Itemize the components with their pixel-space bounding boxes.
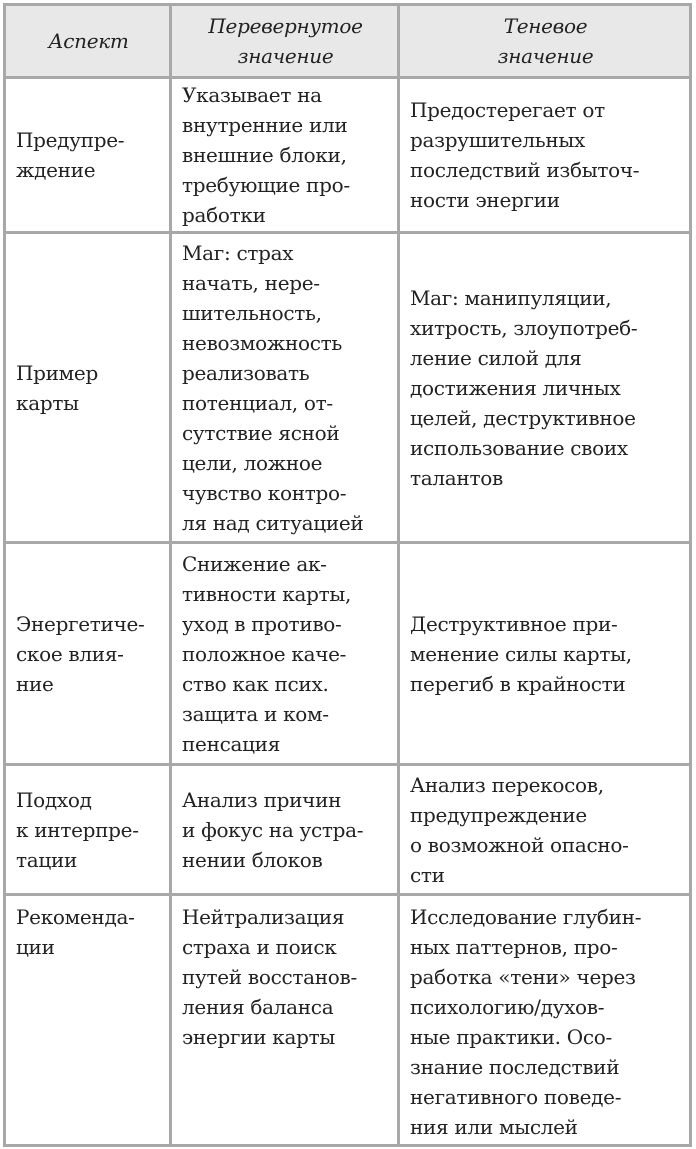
cell-text-line: талантов (410, 465, 503, 490)
cell-text-line: Анализ причин (182, 787, 342, 812)
cell-text-line: работка «тени» через (410, 965, 636, 989)
cell-text-line: последствий избыточ- (410, 158, 640, 182)
cell-text-line: значение (497, 44, 594, 68)
cell-text-line: тации (16, 847, 78, 872)
cell-text-line: ния или мыслей (410, 1115, 578, 1139)
cell-text-line: Пример (16, 360, 98, 385)
cell-reversed-meaning: Снижение ак-тивности карты, уход в против… (169, 541, 400, 766)
table-row: Предупре-ждение Указывает на внутренние ил… (3, 76, 692, 234)
cell-text-line: Маг: манипуляции, (410, 285, 612, 310)
cell-text-line: менение силы карты, (410, 641, 632, 666)
cell-text-line: Деструктивное при- (410, 611, 618, 636)
cell-text-line: Нейтрализация (182, 905, 345, 929)
cell-text-line: положное каче- (182, 641, 347, 666)
cell-text-line: использование своих (410, 435, 628, 460)
cell-text-line: работки (182, 203, 266, 227)
cell-text-line: и фокус на устра- (182, 817, 364, 842)
cell-text-line: достижения личных (410, 375, 621, 400)
cell-text-line: реализовать (182, 360, 310, 385)
cell-aspect: Энергетиче-ское влия-ние (3, 541, 172, 766)
cell-text-line: Предупре- (16, 128, 125, 152)
table-row: Пример карты Маг: страх начать, нере-шитель… (3, 231, 692, 544)
cell-shadow-meaning: Деструктивное при-менение силы карты, пер… (397, 541, 692, 766)
cell-text-line: ции (16, 935, 55, 959)
cell-text-line: ждение (16, 158, 96, 182)
cell-text-line: пенсация (182, 731, 281, 756)
cell-reversed-meaning: Анализ причин и фокус на устра-нении блок… (169, 763, 400, 896)
cell-text-line: Маг: страх (182, 240, 294, 265)
cell-text-line: начать, нере- (182, 270, 320, 295)
header-shadow-meaning: Теневое значение (397, 3, 692, 79)
cell-text-line: Снижение ак- (182, 551, 327, 576)
cell-text-line: ля над ситуацией (182, 510, 364, 535)
cell-text-line: шительность, (182, 300, 322, 325)
cell-aspect: Предупре-ждение (3, 76, 172, 234)
cell-text-line: Анализ перекосов, (410, 772, 604, 797)
cell-text-line: внутренние или (182, 113, 348, 137)
cell-text-line: Указывает на (182, 83, 322, 107)
cell-text-line: требующие про- (182, 173, 350, 197)
cell-text-line: Исследование глубин- (410, 905, 642, 929)
cell-reversed-meaning: Маг: страх начать, нере-шительность, невоз… (169, 231, 400, 544)
cell-text-line: потенциал, от- (182, 390, 333, 415)
cell-text-line: энергии карты (182, 1025, 335, 1049)
cell-text-line: карты (16, 390, 79, 415)
cell-text-line: о возможной опасно- (410, 832, 629, 857)
cell-text-line: знание последствий (410, 1055, 620, 1079)
comparison-table: Аспект Перевернутое значение Теневое значени… (3, 3, 692, 1147)
table-row: Энергетиче-ское влия-ние Снижение ак-тивн… (3, 541, 692, 766)
cell-text-line: ние (16, 671, 54, 696)
cell-text-line: ных паттернов, про- (410, 935, 618, 959)
cell-text-line: к интерпре- (16, 817, 139, 842)
cell-text-line: перегиб в крайности (410, 671, 626, 696)
cell-shadow-meaning: Предостерегает от разрушительных последств… (397, 76, 692, 234)
cell-text-line: Предостерегает от (410, 98, 605, 122)
cell-text-line: внешние блоки, (182, 143, 347, 167)
cell-text-line: разрушительных (410, 128, 585, 152)
cell-text-line: чувство контро- (182, 480, 347, 505)
cell-text-line: ления баланса (182, 995, 334, 1019)
cell-text-line: тивности карты, (182, 581, 352, 606)
cell-text-line: хитрость, злоупотреб- (410, 315, 638, 340)
cell-text-line: Аспект (48, 29, 129, 53)
cell-shadow-meaning: Маг: манипуляции, хитрость, злоупотреб-ле… (397, 231, 692, 544)
cell-text-line: предупреждение (410, 802, 587, 827)
cell-reversed-meaning: Указывает на внутренние или внешние блоки,… (169, 76, 400, 234)
cell-shadow-meaning: Исследование глубин-ных паттернов, про-р… (397, 893, 692, 1147)
cell-text-line: защита и ком- (182, 701, 329, 726)
cell-text-line: Подход (16, 787, 92, 812)
cell-text-line: уход в противо- (182, 611, 342, 636)
cell-text-line: целей, деструктивное (410, 405, 636, 430)
cell-text-line: путей восстанов- (182, 965, 357, 989)
cell-reversed-meaning: Нейтрализация страха и поиск путей восстан… (169, 893, 400, 1147)
cell-text-line: Рекоменда- (16, 905, 135, 929)
cell-shadow-meaning: Анализ перекосов, предупреждение о возможн… (397, 763, 692, 896)
cell-aspect: Рекоменда-ции (3, 893, 172, 1147)
cell-text-line: нении блоков (182, 847, 323, 872)
cell-text-line: ство как псих. (182, 671, 329, 696)
cell-text-line: невозможность (182, 330, 342, 355)
table-row: Рекоменда-ции Нейтрализация страха и поиск… (3, 893, 692, 1147)
cell-text-line: Перевернутое (208, 14, 363, 38)
table-row: Подход к интерпре-тации Анализ причин и фок… (3, 763, 692, 896)
cell-aspect: Подход к интерпре-тации (3, 763, 172, 896)
cell-text-line: негативного поведе- (410, 1085, 622, 1109)
cell-text-line: страха и поиск (182, 935, 337, 959)
cell-text-line: значение (237, 44, 334, 68)
cell-text-line: ности энергии (410, 188, 560, 212)
header-row: Аспект Перевернутое значение Теневое значени… (3, 3, 692, 79)
cell-text-line: Энергетиче- (16, 611, 145, 636)
header-reversed-meaning: Перевернутое значение (169, 3, 400, 79)
cell-text-line: психологию/духов- (410, 995, 605, 1019)
cell-text-line: ные практики. Осо- (410, 1025, 612, 1049)
header-aspect: Аспект (3, 3, 172, 79)
cell-text-line: ское влия- (16, 641, 124, 666)
cell-text-line: Теневое (503, 14, 588, 38)
cell-text-line: сти (410, 862, 445, 887)
cell-aspect: Пример карты (3, 231, 172, 544)
cell-text-line: ление силой для (410, 345, 582, 370)
cell-text-line: сутствие ясной (182, 420, 340, 445)
cell-text-line: цели, ложное (182, 450, 323, 475)
